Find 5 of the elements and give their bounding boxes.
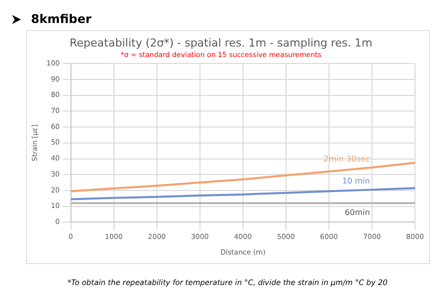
- series-label: 10 min: [342, 176, 370, 186]
- chart-title: Repeatability (2σ*) - spatial res. 1m - sampling res. 1m: [70, 36, 372, 50]
- series-label: 60min: [344, 208, 370, 218]
- series-label: 2min 30sec: [324, 154, 370, 164]
- text: 8kmfiber: [31, 12, 92, 26]
